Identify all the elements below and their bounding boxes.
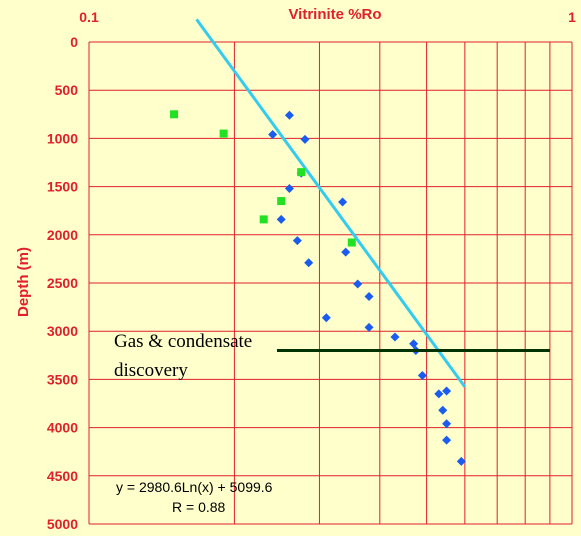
y-tick-label: 3500 xyxy=(47,371,78,387)
data-point-diamond xyxy=(442,386,452,396)
data-point-diamond xyxy=(417,371,427,381)
data-point-diamond xyxy=(434,389,444,399)
y-tick-label: 0 xyxy=(70,34,78,50)
data-point-square xyxy=(277,197,286,206)
y-tick-label: 1000 xyxy=(47,130,78,146)
data-point-diamond xyxy=(341,247,351,257)
trendline-group xyxy=(195,18,467,388)
data-point-diamond xyxy=(442,419,452,429)
annotation-line1: Gas & condensate xyxy=(114,331,252,352)
tick-labels: 0 500 1000 1500 2000 2500 3000 3500 4000 4500 5000… xyxy=(47,9,576,532)
data-point-diamond xyxy=(338,197,348,207)
data-points xyxy=(170,110,466,466)
data-point-diamond xyxy=(353,279,363,289)
x-tick-label: 1 xyxy=(568,9,576,25)
data-point-square xyxy=(297,168,306,177)
data-point-diamond xyxy=(300,134,310,144)
data-point-diamond xyxy=(321,313,331,323)
data-point-diamond xyxy=(409,339,419,349)
trend-equation: y = 2980.6Ln(x) + 5099.6 xyxy=(116,479,273,495)
data-point-square xyxy=(347,238,356,247)
annotation-line2: discovery xyxy=(114,360,188,381)
y-tick-label: 5000 xyxy=(47,516,78,532)
data-point-diamond xyxy=(276,214,286,224)
y-tick-label: 4500 xyxy=(47,468,78,484)
trend-r-value: R = 0.88 xyxy=(172,499,226,515)
data-point-square xyxy=(259,215,268,224)
data-point-diamond xyxy=(268,130,278,140)
y-tick-label: 3000 xyxy=(47,323,78,339)
data-point-diamond xyxy=(284,110,294,120)
y-tick-label: 1500 xyxy=(47,179,78,195)
data-point-square xyxy=(170,110,179,119)
y-axis-label: Depth (m) xyxy=(15,247,32,317)
data-point-diamond xyxy=(442,435,452,445)
data-point-diamond xyxy=(364,291,374,301)
data-point-diamond xyxy=(292,236,302,246)
y-tick-label: 2000 xyxy=(47,227,78,243)
x-tick-label: 0.1 xyxy=(79,9,99,25)
data-point-diamond xyxy=(390,332,400,342)
y-tick-label: 4000 xyxy=(47,420,78,436)
data-point-square xyxy=(219,129,228,138)
trendline xyxy=(195,18,467,388)
data-point-diamond xyxy=(364,322,374,332)
y-tick-label: 2500 xyxy=(47,275,78,291)
grid xyxy=(88,41,573,525)
data-point-diamond xyxy=(284,184,294,194)
annotation-group: Gas & condensate discovery xyxy=(114,331,550,381)
data-point-diamond xyxy=(438,405,448,415)
chart-title: Vitrinite %Ro xyxy=(288,6,381,23)
data-point-diamond xyxy=(304,258,314,268)
data-point-diamond xyxy=(456,456,466,466)
y-tick-label: 500 xyxy=(55,82,79,98)
